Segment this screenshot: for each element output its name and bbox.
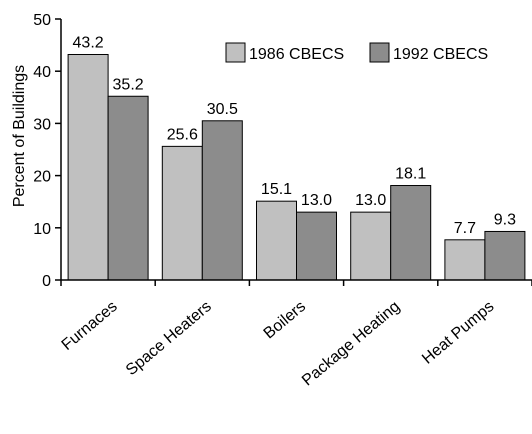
legend-label: 1992 CBECS	[393, 46, 488, 63]
bar	[67, 53, 109, 281]
y-tick-label: 20	[33, 169, 51, 186]
bar	[107, 95, 149, 281]
y-axis-title: Percent of Buildings	[11, 65, 28, 207]
axes-group: 0 10 20 30 40 50	[33, 12, 532, 290]
data-label: 13.0	[301, 192, 332, 209]
bar	[444, 239, 486, 281]
y-tick-label: 0	[42, 273, 51, 290]
bars-group	[67, 53, 526, 281]
data-labels-group: 43.2 35.2 25.6 30.5 15.1 13.0 13.0 18.1 7.7 9.3	[73, 34, 517, 236]
data-label: 13.0	[355, 192, 386, 209]
data-label: 43.2	[73, 34, 104, 51]
bar	[350, 211, 392, 281]
y-tick-label: 10	[33, 221, 51, 238]
category-label: Package Heating	[299, 298, 403, 389]
data-label: 15.1	[261, 181, 292, 198]
category-label: Boilers	[261, 298, 309, 342]
category-label: Space Heaters	[123, 298, 215, 379]
legend-label: 1986 CBECS	[249, 46, 344, 63]
data-label: 18.1	[395, 166, 426, 183]
bar	[296, 211, 337, 281]
y-tick-label: 30	[33, 116, 51, 133]
data-label: 25.6	[167, 126, 198, 143]
bar	[390, 185, 432, 281]
data-label: 35.2	[113, 76, 144, 93]
bar	[256, 200, 297, 281]
y-tick-label: 50	[33, 12, 51, 29]
y-tick-label: 40	[33, 64, 51, 81]
category-label: Furnaces	[59, 298, 121, 354]
bar	[484, 230, 526, 281]
category-label: Heat Pumps	[419, 298, 497, 368]
legend-swatch	[369, 42, 390, 63]
bar	[201, 120, 243, 281]
data-label: 7.7	[454, 220, 476, 237]
bar	[161, 145, 203, 281]
legend: 1986 CBECS 1992 CBECS	[225, 42, 488, 63]
legend-swatch	[225, 42, 246, 63]
data-label: 9.3	[494, 211, 516, 228]
data-label: 30.5	[207, 101, 238, 118]
